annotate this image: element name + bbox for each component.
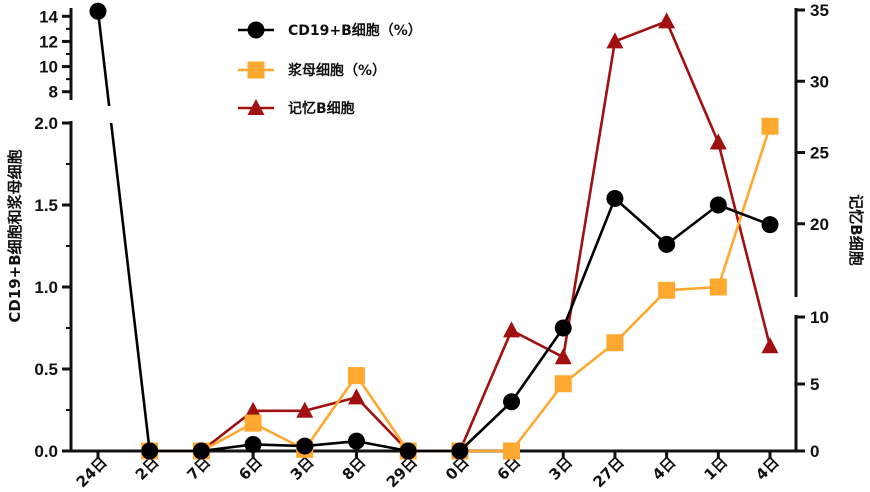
x-tick-label: 1日 — [700, 453, 731, 484]
left-tick-label: 0.0 — [34, 442, 58, 461]
legend-item: 浆母细胞（%） — [238, 61, 386, 79]
series-square — [141, 117, 779, 460]
x-tick-label: 3日 — [545, 453, 576, 484]
legend: CD19+B细胞（%） 浆母细胞（%） 记忆B细胞 — [238, 21, 422, 117]
left-tick-label: 8 — [49, 83, 58, 102]
data-point-square — [761, 117, 779, 135]
data-point-triangle — [247, 99, 265, 115]
data-point-triangle — [503, 321, 521, 338]
data-point-circle — [347, 432, 365, 450]
right-tick-label: 20 — [810, 215, 829, 234]
data-point-circle — [296, 437, 314, 455]
x-tick-label: 4日 — [649, 453, 680, 484]
data-point-triangle — [244, 401, 262, 418]
axis-break-gap — [93, 106, 121, 123]
legend-item: CD19+B细胞（%） — [238, 21, 422, 39]
series-triangle — [141, 12, 779, 458]
data-point-circle — [658, 235, 676, 253]
x-tick-label: 4日 — [752, 453, 783, 484]
data-point-circle — [761, 216, 779, 234]
right-tick-label: 0 — [810, 442, 819, 461]
legend-label: 浆母细胞（%） — [288, 62, 386, 79]
series-line — [96, 11, 771, 453]
left-tick-label: 1.0 — [34, 278, 58, 297]
data-point-triangle — [554, 348, 572, 365]
data-point-circle — [141, 442, 159, 460]
data-point-circle — [399, 442, 417, 460]
data-point-circle — [451, 442, 469, 460]
data-point-triangle — [606, 32, 624, 49]
legend-label: CD19+B细胞（%） — [288, 22, 422, 39]
data-point-circle — [709, 196, 727, 214]
data-point-square — [709, 278, 727, 296]
left-tick-label: 1.5 — [34, 196, 58, 215]
left-tick-label: 2.0 — [34, 114, 58, 133]
series-circle — [89, 2, 779, 460]
series-layer — [89, 2, 779, 460]
right-tick-label: 35 — [810, 1, 829, 20]
right-tick-label: 5 — [810, 375, 819, 394]
data-point-square — [247, 61, 265, 79]
data-point-triangle — [296, 401, 314, 418]
data-point-triangle — [709, 133, 727, 150]
left-tick-label: 0.5 — [34, 360, 58, 379]
data-point-circle — [244, 435, 262, 453]
data-point-square — [658, 281, 676, 299]
data-point-circle — [606, 189, 624, 207]
data-point-square — [503, 442, 521, 460]
data-point-triangle — [347, 388, 365, 405]
right-axis-title: 记忆B细胞 — [847, 194, 865, 265]
data-point-circle — [192, 442, 210, 460]
left-axis-title: CD19+B细胞和浆母细胞 — [6, 149, 24, 322]
data-point-square — [554, 375, 572, 393]
right-tick-label: 10 — [810, 308, 829, 327]
x-tick-label: 8日 — [339, 453, 370, 484]
x-tick-label: 6日 — [235, 453, 266, 484]
legend-label: 记忆B细胞 — [288, 100, 355, 117]
data-point-triangle — [761, 337, 779, 354]
data-point-square — [244, 414, 262, 432]
right-tick-label: 25 — [810, 144, 829, 163]
data-point-triangle — [658, 12, 676, 29]
data-point-circle — [247, 21, 265, 39]
x-tick-label: 27日 — [590, 453, 628, 491]
left-tick-label: 12 — [39, 32, 58, 51]
data-point-circle — [554, 319, 572, 337]
left-tick-label: 10 — [39, 58, 58, 77]
legend-item: 记忆B细胞 — [238, 99, 355, 117]
right-tick-label: 30 — [810, 72, 829, 91]
data-point-square — [347, 367, 365, 385]
data-point-circle — [89, 2, 107, 20]
left-tick-label: 14 — [39, 7, 58, 26]
data-point-circle — [503, 393, 521, 411]
series-line — [149, 125, 772, 453]
data-point-square — [606, 334, 624, 352]
x-tick-label: 24日 — [73, 453, 111, 491]
